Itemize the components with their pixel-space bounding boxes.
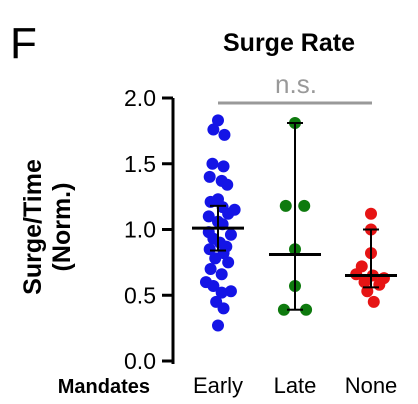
data-point [212, 319, 224, 332]
y-tick-label: 0.5 [124, 282, 156, 308]
data-point [300, 303, 313, 316]
data-point [207, 123, 220, 136]
x-axis-title: Mandates [58, 376, 150, 398]
group-late [269, 116, 321, 316]
chart-title: Surge Rate [223, 29, 355, 57]
y-axis-label: Surge/Time (Norm.) [19, 159, 76, 295]
y-tick-label: 2.0 [124, 85, 156, 111]
y-axis-ticks: 0.0 0.5 1.0 1.5 2.0 [124, 85, 173, 374]
data-point [203, 170, 216, 183]
data-point [204, 262, 217, 275]
data-point [279, 199, 292, 212]
data-point [207, 280, 220, 293]
data-point [202, 210, 215, 223]
data-point [217, 160, 230, 173]
significance-label: n.s. [275, 69, 317, 99]
data-point [218, 128, 231, 141]
data-point [367, 295, 380, 308]
data-point [358, 276, 371, 289]
data-point [298, 199, 311, 212]
y-axis-label-line1: Surge/Time [19, 159, 47, 295]
y-tick-label: 1.0 [124, 217, 156, 243]
data-point [224, 285, 237, 298]
x-tick-label: Late [274, 373, 317, 398]
group-none [345, 207, 397, 308]
panel-letter: F [10, 19, 37, 68]
data-point [221, 178, 234, 191]
data-point [222, 207, 235, 220]
data-point [222, 256, 235, 269]
data-point [277, 303, 290, 316]
data-point [224, 228, 237, 241]
data-point [215, 286, 228, 299]
y-tick-label: 1.5 [124, 151, 156, 177]
x-tick-label: None [345, 373, 398, 398]
data-point [217, 302, 230, 315]
data-point [206, 157, 219, 170]
data-point [212, 114, 224, 127]
data-point [373, 278, 386, 291]
y-axis-label-line2: (Norm.) [48, 183, 76, 272]
x-tick-label: Early [193, 373, 243, 398]
group-early [192, 114, 244, 332]
data-point [215, 268, 228, 281]
x-axis-ticks: Early Late None [193, 373, 397, 398]
y-tick-label: 0.0 [124, 348, 156, 374]
data-point [365, 207, 377, 220]
data-point [203, 243, 216, 256]
data-point [209, 252, 222, 265]
data-groups [192, 114, 397, 332]
